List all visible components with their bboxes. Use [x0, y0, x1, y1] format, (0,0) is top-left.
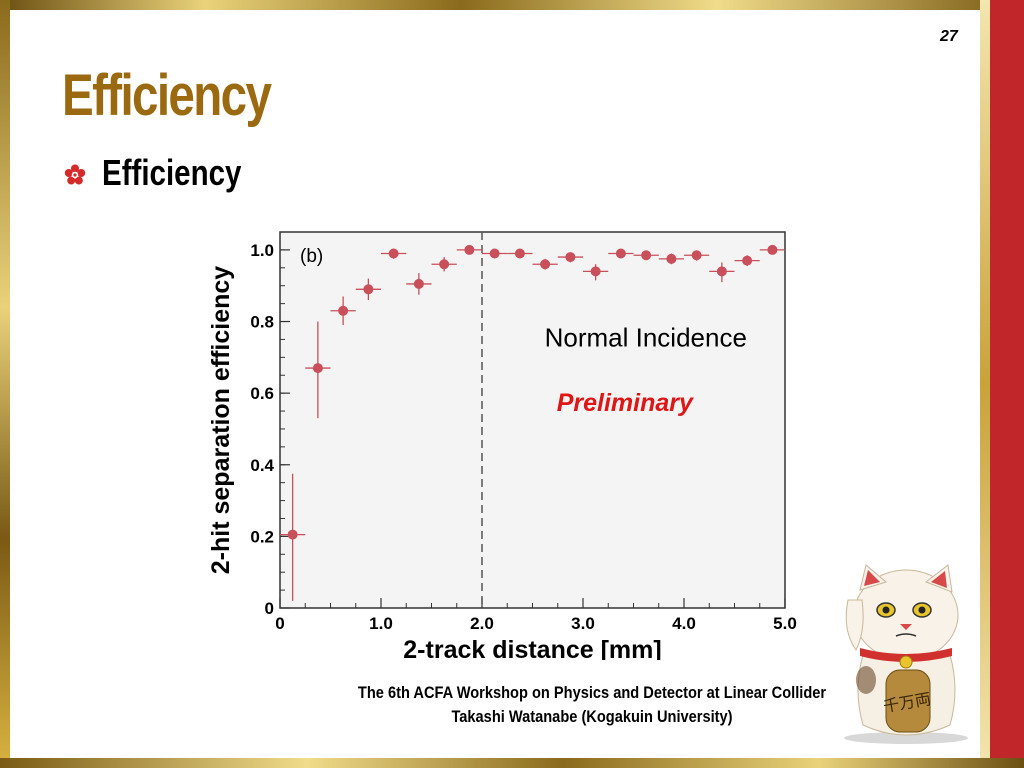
annotation-normal-incidence: Normal Incidence — [545, 323, 747, 353]
y-axis-label: 2-hit separation efficiency — [207, 266, 235, 575]
flower-bullet-icon — [64, 164, 86, 185]
data-point — [691, 250, 702, 261]
data-point — [363, 284, 374, 295]
data-point — [464, 244, 475, 255]
x-tick-label: 0 — [275, 614, 284, 633]
data-point — [312, 363, 323, 374]
data-point — [388, 248, 399, 259]
red-accent-bar — [990, 0, 1024, 768]
data-point — [338, 305, 349, 316]
gold-frame-top — [0, 0, 1024, 10]
y-tick-label: 0.6 — [250, 384, 274, 403]
y-tick-label: 0.2 — [250, 527, 274, 546]
annotation-preliminary: Preliminary — [557, 389, 694, 417]
data-point — [540, 259, 551, 270]
data-point — [439, 259, 450, 270]
x-tick-label: 2.0 — [470, 614, 494, 633]
data-point — [742, 255, 753, 266]
x-tick-label: 1.0 — [369, 614, 393, 633]
data-point — [489, 248, 500, 259]
panel-label: (b) — [300, 246, 323, 267]
data-point — [287, 529, 298, 540]
data-point — [615, 248, 626, 259]
data-point — [767, 244, 778, 255]
data-point — [666, 253, 677, 264]
efficiency-chart: 0 1.0 2.0 3.0 4.0 5.0 0 0.2 0.4 0.6 0.8 1.0 (b) Norma… — [207, 231, 797, 660]
footer-workshop: The 6th ACFA Workshop on Physics and Det… — [357, 683, 827, 702]
x-axis-label: 2-track distance [mm] — [403, 636, 661, 660]
data-point — [716, 266, 727, 277]
plot-area — [279, 231, 786, 609]
x-tick-label: 3.0 — [571, 614, 595, 633]
x-tick-label: 4.0 — [672, 614, 696, 633]
slide-title: Efficiency — [62, 63, 272, 128]
data-point — [565, 252, 576, 263]
page-number: 27 — [940, 28, 958, 45]
x-tick-label: 5.0 — [773, 614, 797, 633]
y-tick-label: 0 — [265, 599, 274, 618]
gold-frame-right — [980, 0, 990, 768]
bullet-text: Efficiency — [102, 152, 242, 193]
lucky-cat-figurine: 千万両 — [844, 564, 968, 744]
data-point — [641, 250, 652, 261]
y-tick-label: 1.0 — [250, 241, 274, 260]
data-point — [413, 278, 424, 289]
gold-frame-left — [0, 0, 10, 768]
y-tick-label: 0.8 — [250, 313, 274, 332]
data-point — [514, 248, 525, 259]
y-tick-label: 0.4 — [250, 456, 274, 475]
footer-author: Takashi Watanabe (Kogakuin University) — [451, 707, 733, 726]
data-point — [590, 266, 601, 277]
gold-frame-bottom — [0, 758, 1024, 768]
